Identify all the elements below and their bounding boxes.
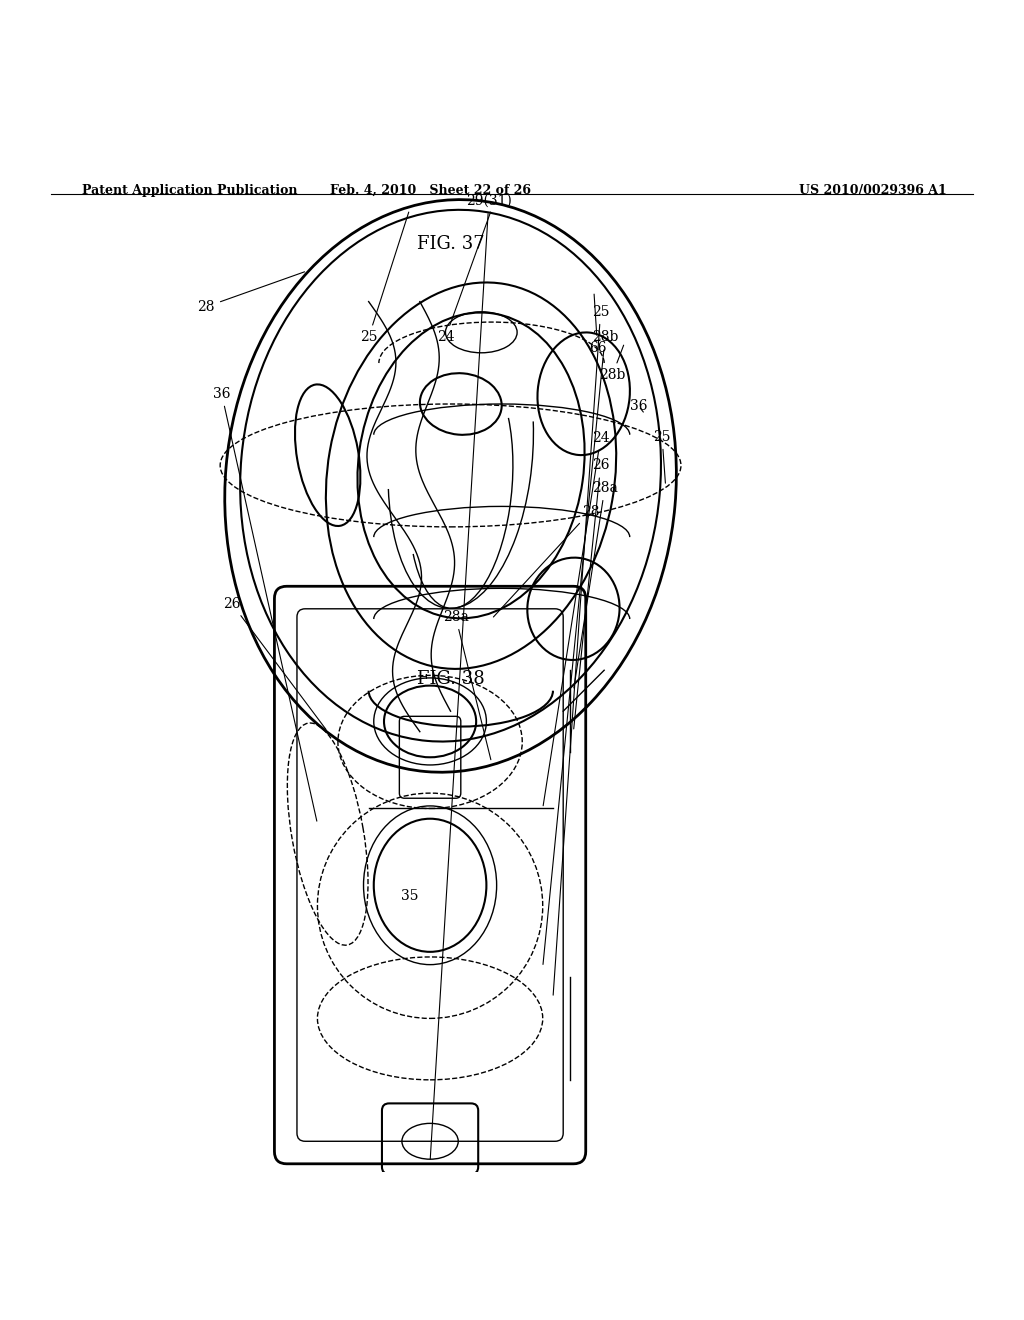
Text: 28a: 28a bbox=[442, 610, 490, 760]
Text: 36: 36 bbox=[213, 387, 316, 821]
Text: 28: 28 bbox=[198, 272, 304, 314]
Text: 25: 25 bbox=[553, 305, 609, 995]
Text: 66: 66 bbox=[589, 294, 606, 355]
Text: 28b: 28b bbox=[543, 330, 618, 965]
Text: 28a: 28a bbox=[573, 480, 617, 688]
Text: 28: 28 bbox=[494, 504, 599, 616]
Text: 26: 26 bbox=[223, 597, 326, 730]
Text: FIG. 37: FIG. 37 bbox=[417, 235, 484, 253]
Text: FIG. 38: FIG. 38 bbox=[417, 671, 484, 688]
Text: 26: 26 bbox=[573, 458, 609, 729]
Text: US 2010/0029396 A1: US 2010/0029396 A1 bbox=[799, 183, 946, 197]
Text: 29(31): 29(31) bbox=[430, 194, 512, 1159]
Text: Patent Application Publication: Patent Application Publication bbox=[82, 183, 297, 197]
Text: Feb. 4, 2010   Sheet 22 of 26: Feb. 4, 2010 Sheet 22 of 26 bbox=[330, 183, 530, 197]
Text: 35: 35 bbox=[400, 888, 419, 903]
Text: 36: 36 bbox=[630, 399, 647, 413]
Text: 28b: 28b bbox=[599, 345, 626, 383]
Text: 24: 24 bbox=[543, 430, 609, 805]
Text: 25: 25 bbox=[359, 213, 409, 345]
Text: 24: 24 bbox=[436, 213, 490, 345]
Text: 25: 25 bbox=[653, 430, 671, 483]
